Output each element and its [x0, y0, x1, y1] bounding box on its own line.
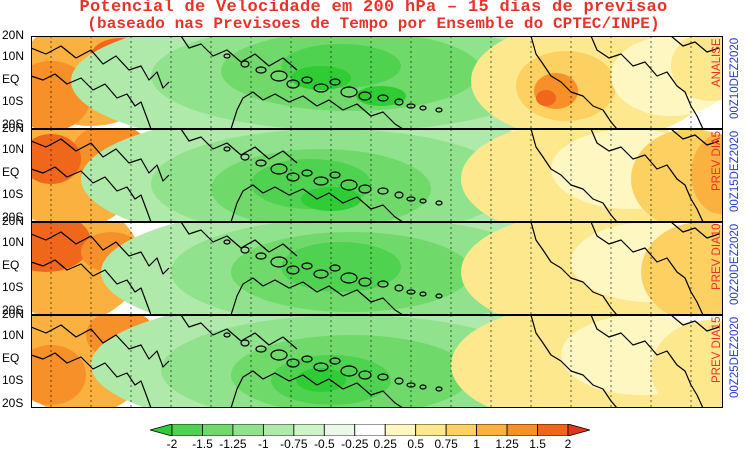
colorbar — [150, 424, 590, 436]
panel-label: PREV DIA10 — [711, 224, 723, 291]
panel-date: 00Z20DEZ2020 — [729, 224, 741, 306]
colorbar-tick-label: 1.5 — [529, 437, 546, 451]
colorbar-tick-label: -0.5 — [313, 437, 335, 451]
colorbar-cell — [262, 424, 295, 436]
colorbar-tick-label: -1.5 — [192, 437, 213, 451]
latitude-label: EQ — [2, 258, 20, 272]
map-panel — [31, 36, 723, 129]
colorbar-cell — [323, 424, 356, 436]
colorbar-tick-label: -1 — [258, 437, 269, 451]
colorbar-cell — [415, 424, 447, 436]
velocity-potential-field — [31, 315, 723, 408]
latitude-label: 20S — [2, 303, 24, 317]
velocity-potential-field — [31, 36, 723, 129]
colorbar-cell — [293, 424, 325, 436]
latitude-label: 20N — [2, 28, 25, 42]
colorbar-cell — [232, 424, 264, 436]
latitude-label: 10N — [2, 142, 25, 156]
colorbar-tick-label: 0.75 — [434, 437, 458, 451]
latitude-label: 20N — [2, 307, 25, 321]
colorbar-cell — [384, 424, 417, 436]
velocity-potential-field — [31, 222, 723, 315]
map-panel — [31, 315, 723, 408]
colorbar-cell — [354, 424, 386, 436]
map-panel — [31, 129, 723, 222]
colorbar-tick-label: -0.25 — [341, 437, 369, 451]
latitude-label: 20N — [2, 214, 25, 228]
colorbar-cell — [171, 424, 203, 436]
colorbar-tick-label: 1 — [473, 437, 480, 451]
panel-date: 00Z10DEZ2020 — [729, 38, 741, 120]
colorbar-tick-label: -0.75 — [280, 437, 308, 451]
latitude-label: EQ — [2, 351, 20, 365]
latitude-label: EQ — [2, 165, 20, 179]
colorbar-cell — [506, 424, 538, 436]
colorbar-tick-label: -2 — [166, 437, 178, 451]
colorbar-tick-label: 0.25 — [373, 437, 397, 451]
colorbar-cell — [150, 424, 173, 436]
panel-label: PREV DIA15 — [711, 317, 723, 384]
latitude-label: 20S — [2, 210, 24, 224]
panel-label: ANALISE — [711, 38, 723, 87]
colorbar-tick-label: -1.25 — [219, 437, 247, 451]
colorbar-cell — [202, 424, 234, 436]
colorbar-tick-label: 2 — [564, 437, 572, 451]
latitude-label: 10N — [2, 49, 25, 63]
latitude-label: 20N — [2, 121, 25, 135]
colorbar-cell — [476, 424, 508, 436]
latitude-label: 10N — [2, 328, 25, 342]
colorbar-cell — [537, 424, 569, 436]
colorbar-cell — [567, 424, 590, 436]
map-subtitle: (baseado nas Previsoes de Tempo por Ense… — [87, 15, 660, 33]
colorbar-tick-label: 1.25 — [495, 437, 519, 451]
latitude-label: 10S — [2, 187, 24, 201]
latitude-label: 10N — [2, 235, 25, 249]
map-panel — [31, 222, 723, 315]
velocity-potential-field — [31, 129, 723, 222]
latitude-label: 10S — [2, 94, 24, 108]
colorbar-tick-label: 0.5 — [407, 437, 425, 451]
panel-date: 00Z15DEZ2020 — [729, 131, 741, 213]
map-title: Potencial de Velocidade em 200 hPa – 15 … — [79, 0, 668, 17]
colorbar-cell — [445, 424, 478, 436]
latitude-label: 10S — [2, 280, 24, 294]
latitude-label: EQ — [2, 72, 20, 86]
latitude-label: 10S — [2, 373, 24, 387]
panel-label: PREV DIA5 — [711, 131, 723, 192]
panel-date: 00Z25DEZ2020 — [729, 317, 741, 399]
latitude-label: 20S — [2, 396, 24, 410]
latitude-label: 20S — [2, 117, 24, 131]
